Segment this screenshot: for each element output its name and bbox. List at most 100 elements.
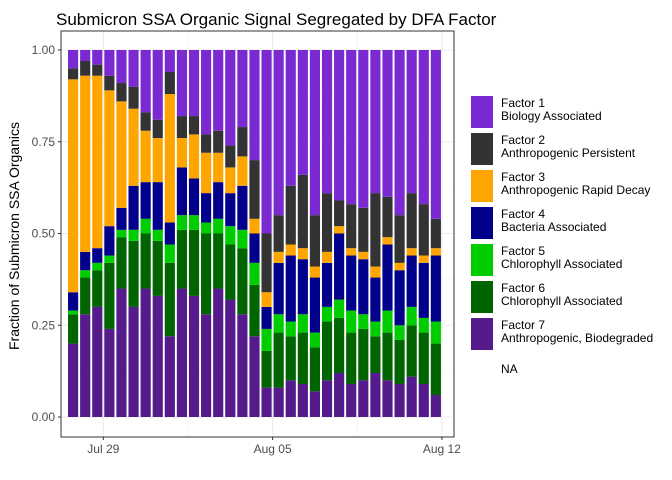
bar-segment-f6 xyxy=(80,277,91,315)
bar-segment-f3 xyxy=(334,226,345,234)
bar-segment-f6 xyxy=(297,332,308,384)
plot-area: 0.00 0.25 0.50 0.75 1.00 Jul 29 Aug 05 Aug 12 xyxy=(32,30,461,456)
y-axis-title: Fraction of Submicron SSA Organics xyxy=(6,122,22,350)
bar-segment-f2 xyxy=(418,204,429,256)
bar-segment-f5 xyxy=(334,299,345,318)
bar-segment-f4 xyxy=(116,207,127,230)
bar-segment-f3 xyxy=(80,75,91,252)
bar-segment-f5 xyxy=(370,321,381,337)
legend-key xyxy=(471,207,493,239)
bar-stack xyxy=(273,50,284,417)
bar-segment-f3 xyxy=(92,75,103,249)
bar-segment-f5 xyxy=(128,229,139,241)
bar-segment-f4 xyxy=(140,182,151,219)
legend-label-line1: Factor 2 xyxy=(501,133,545,147)
bar-stack xyxy=(80,50,91,417)
bar-segment-f2 xyxy=(201,134,212,153)
bar-segment-f6 xyxy=(188,229,200,296)
legend-label-line1: Factor 3 xyxy=(501,170,545,184)
bar-segment-f4 xyxy=(394,270,405,326)
bar-segment-f3 xyxy=(213,152,224,183)
bar-segment-f5 xyxy=(80,270,91,278)
bar-segment-f1 xyxy=(164,50,175,73)
bar-segment-f7 xyxy=(80,314,91,417)
bar-segment-f7 xyxy=(68,343,79,417)
bar-stack xyxy=(92,50,103,417)
bar-segment-f7 xyxy=(346,383,357,417)
bar-segment-f5 xyxy=(382,310,393,333)
y-tick-label: 1.00 xyxy=(32,43,56,57)
bar-segment-f1 xyxy=(370,50,381,194)
bar-segment-f3 xyxy=(188,134,200,179)
bar-stack xyxy=(140,50,151,417)
bar-segment-f4 xyxy=(188,178,200,216)
bar-segment-f3 xyxy=(152,138,163,183)
bar-stack xyxy=(406,50,417,417)
bar-segment-f3 xyxy=(201,152,212,194)
bar-segment-f1 xyxy=(285,50,296,186)
bar-segment-f5 xyxy=(188,215,200,230)
bar-segment-f1 xyxy=(273,50,284,216)
legend-label-line2: Anthropogenic Persistent xyxy=(501,146,636,160)
bar-segment-f7 xyxy=(104,328,115,417)
bar-segment-f6 xyxy=(92,270,103,307)
bar-segment-f6 xyxy=(309,347,321,392)
bar-segment-f5 xyxy=(261,328,272,351)
bar-segment-f3 xyxy=(346,248,357,256)
bar-segment-f4 xyxy=(225,193,236,227)
bar-segment-f3 xyxy=(297,248,308,260)
legend-key xyxy=(471,281,493,313)
bar-segment-f2 xyxy=(382,196,393,238)
bar-segment-f5 xyxy=(321,306,333,322)
bar-segment-f5 xyxy=(201,222,212,234)
bar-stack xyxy=(176,50,188,417)
bar-segment-f5 xyxy=(140,218,151,234)
bar-segment-f6 xyxy=(394,339,405,384)
bar-segment-f3 xyxy=(225,167,236,194)
bar-segment-f1 xyxy=(358,50,369,208)
bar-segment-f3 xyxy=(116,101,127,208)
bar-segment-f7 xyxy=(201,314,212,417)
bar-segment-f4 xyxy=(358,259,369,315)
bar-segment-f4 xyxy=(201,193,212,223)
bar-segment-f1 xyxy=(188,50,200,117)
bar-segment-f7 xyxy=(140,288,151,417)
bar-segment-f5 xyxy=(104,255,115,263)
x-tick-label: Jul 29 xyxy=(87,442,119,456)
bar-segment-f4 xyxy=(68,292,79,311)
bar-segment-f6 xyxy=(321,321,333,381)
bar-segment-f6 xyxy=(334,317,345,373)
bar-segment-f1 xyxy=(152,50,163,120)
bar-segment-f7 xyxy=(128,306,139,417)
bar-segment-f2 xyxy=(261,233,272,293)
bar-segment-f7 xyxy=(92,306,103,417)
bar-segment-f1 xyxy=(406,50,417,194)
bar-segment-f2 xyxy=(68,68,79,80)
bar-segment-f3 xyxy=(382,237,393,245)
bar-segment-f4 xyxy=(273,262,284,315)
bar-segment-f1 xyxy=(80,50,91,62)
bar-stack xyxy=(297,50,308,417)
bar-segment-f7 xyxy=(213,288,224,417)
bar-segment-f1 xyxy=(128,50,139,87)
bar-segment-f3 xyxy=(68,79,79,293)
bar-segment-f6 xyxy=(176,229,188,289)
legend-key-na xyxy=(471,355,493,387)
bar-segment-f3 xyxy=(140,130,151,183)
bar-segment-f4 xyxy=(418,262,429,318)
bar-segment-f2 xyxy=(273,215,284,252)
bar-segment-f2 xyxy=(176,116,188,139)
bar-segment-f4 xyxy=(261,306,272,329)
bar-segment-f3 xyxy=(273,251,284,263)
bar-stack xyxy=(346,50,357,417)
legend-label-line1: Factor 1 xyxy=(501,96,545,110)
bar-segment-f7 xyxy=(297,383,308,417)
bar-segment-f3 xyxy=(418,255,429,263)
bar-segment-f6 xyxy=(382,332,393,381)
bar-segment-f2 xyxy=(213,130,224,153)
bar-segment-f4 xyxy=(164,222,175,245)
bar-segment-f7 xyxy=(176,288,188,417)
bar-segment-f3 xyxy=(261,292,272,307)
bar-segment-f3 xyxy=(104,90,115,227)
